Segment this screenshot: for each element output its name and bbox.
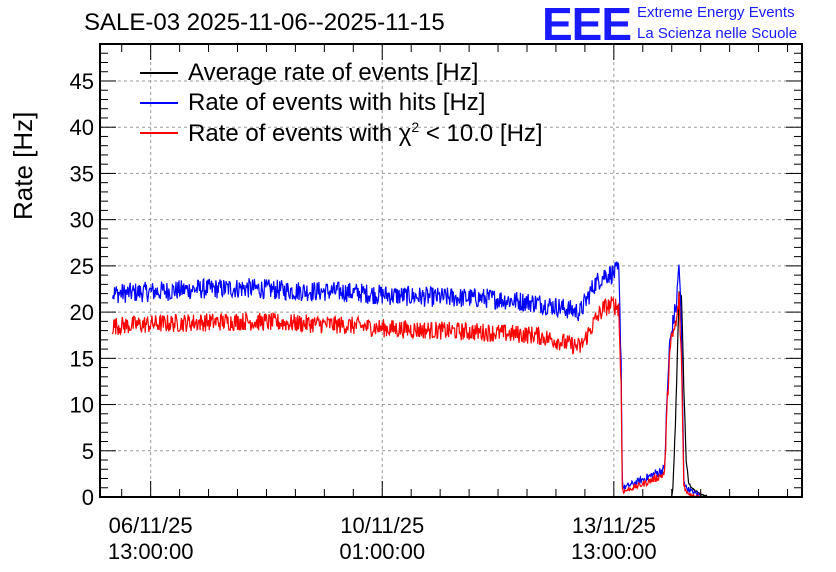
- legend-swatch-hits: [140, 102, 178, 104]
- legend-swatch-average: [140, 72, 178, 74]
- y-tick-label: 40: [70, 115, 94, 140]
- y-axis-label: Rate [Hz]: [8, 111, 38, 220]
- y-tick-label: 45: [70, 69, 94, 94]
- x-tick-label-date: 13/11/25: [572, 513, 656, 538]
- tick-labels: 05101520253035404506/11/2513:00:0010/11/…: [70, 69, 657, 564]
- legend-entry-hits: Rate of events with hits [Hz]: [140, 88, 543, 118]
- eee-logo: EEE: [542, 0, 632, 50]
- legend-label-average: Average rate of events [Hz]: [188, 59, 479, 86]
- y-tick-label: 10: [70, 393, 94, 418]
- legend-label-chi2-main: Rate of events with χ: [188, 119, 412, 147]
- y-tick-label: 15: [70, 346, 94, 371]
- x-tick-label-time: 13:00:00: [571, 539, 657, 564]
- y-tick-label: 30: [70, 208, 94, 233]
- legend-label-chi2-sup: 2: [411, 118, 420, 135]
- x-tick-label-date: 06/11/25: [109, 513, 193, 538]
- series-line-chi2: [111, 292, 701, 499]
- legend-swatch-chi2: [140, 132, 178, 134]
- series-layer: [111, 261, 711, 499]
- grid-lines: [100, 44, 802, 497]
- axis-ticks: [100, 43, 802, 498]
- legend-entry-chi2: Rate of events with χ2 < 10.0 [Hz]: [140, 118, 543, 148]
- logo-caption-line1: Extreme Energy Events: [637, 4, 795, 21]
- logo-caption-line2: La Scienza nelle Scuole: [637, 25, 798, 42]
- plot-frame: [99, 43, 803, 498]
- legend-label-chi2-suffix: < 10.0 [Hz]: [419, 119, 543, 147]
- legend-entry-average: Average rate of events [Hz]: [140, 58, 543, 88]
- legend: Average rate of events [Hz] Rate of even…: [140, 58, 543, 148]
- legend-label-hits: Rate of events with hits [Hz]: [188, 89, 486, 116]
- series-line-hits: [112, 261, 702, 497]
- y-tick-label: 25: [70, 254, 94, 279]
- y-axis-label-box: Rate [Hz]: [4, 102, 44, 222]
- x-tick-label-date: 10/11/25: [340, 513, 424, 538]
- y-tick-label: 20: [70, 300, 94, 325]
- series-line-average: [671, 291, 711, 498]
- chart-title: SALE-03 2025-11-06--2025-11-15: [84, 9, 445, 36]
- x-tick-label-time: 13:00:00: [108, 539, 194, 564]
- y-tick-label: 35: [70, 161, 94, 186]
- y-tick-label: 5: [82, 439, 94, 464]
- legend-label-chi2: Rate of events with χ2 < 10.0 [Hz]: [188, 119, 543, 148]
- y-tick-label: 0: [82, 485, 94, 510]
- x-tick-label-time: 01:00:00: [339, 539, 425, 564]
